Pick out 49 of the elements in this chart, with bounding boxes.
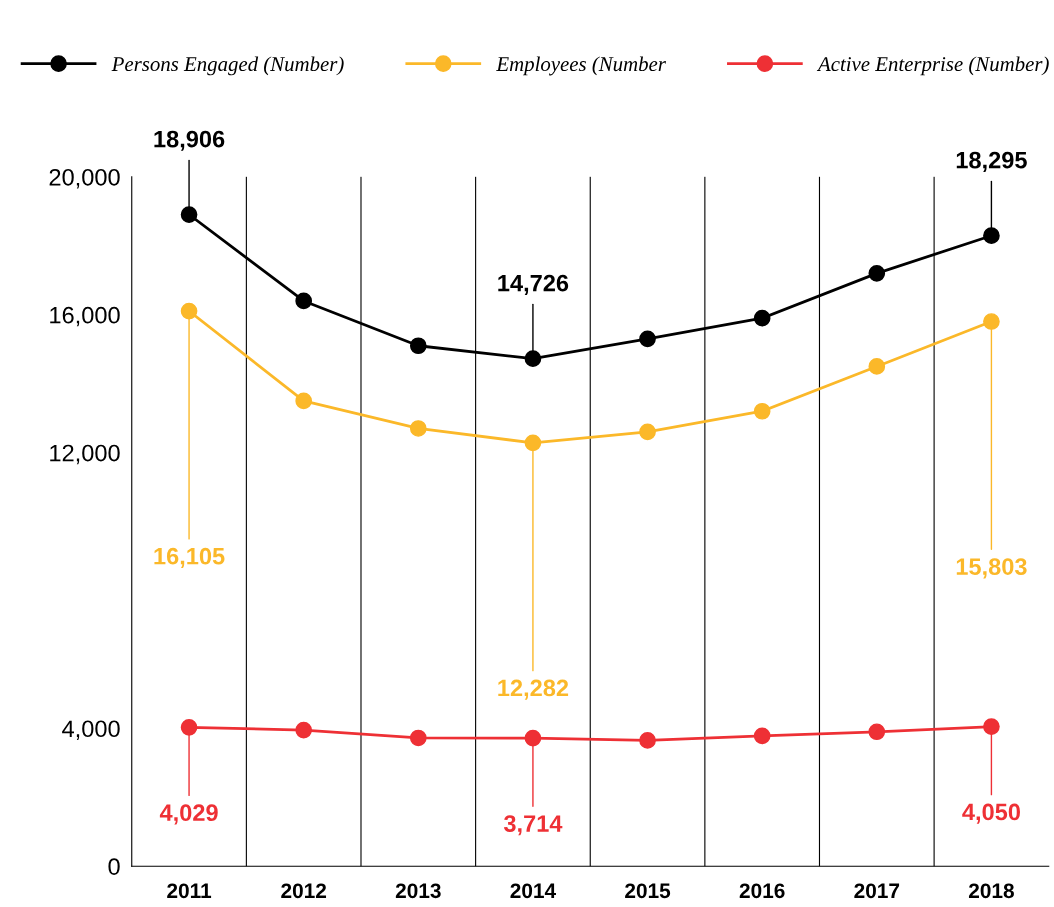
point bbox=[983, 718, 1000, 735]
x-tick-label: 2016 bbox=[739, 883, 785, 899]
x-tick-label: 2014 bbox=[510, 883, 556, 899]
y-tick-label: 12,000 bbox=[50, 444, 120, 465]
point bbox=[983, 313, 1000, 330]
point bbox=[524, 434, 542, 452]
point bbox=[409, 729, 427, 747]
y-tick-label: 0 bbox=[108, 858, 120, 875]
point bbox=[753, 402, 771, 420]
point bbox=[180, 206, 198, 223]
data-label: 18,295 bbox=[956, 151, 1027, 172]
data-label: 16,105 bbox=[154, 547, 225, 568]
data-label: 15,803 bbox=[956, 558, 1027, 579]
y-tick-label: 16,000 bbox=[50, 306, 120, 327]
data-label: 3,714 bbox=[503, 815, 563, 836]
point bbox=[983, 227, 1000, 244]
point bbox=[639, 330, 656, 348]
point bbox=[524, 729, 542, 747]
x-tick-label: 2012 bbox=[281, 883, 327, 899]
point bbox=[868, 265, 886, 282]
legend-label: Active Enterprise (Number) bbox=[816, 56, 1049, 76]
point bbox=[753, 309, 771, 327]
data-label: 14,726 bbox=[498, 274, 569, 295]
point bbox=[639, 732, 656, 749]
x-tick-label: 2017 bbox=[854, 883, 900, 899]
y-tick-label: 20,000 bbox=[49, 168, 120, 189]
legend-label: Employees (Number bbox=[496, 56, 666, 76]
point bbox=[868, 723, 886, 741]
data-label: 4,029 bbox=[159, 804, 218, 825]
point bbox=[295, 721, 313, 739]
point bbox=[180, 718, 198, 736]
x-tick-label: 2018 bbox=[968, 883, 1014, 899]
x-tick-label: 2011 bbox=[167, 883, 212, 899]
point bbox=[409, 337, 427, 355]
data-label: 18,906 bbox=[154, 130, 225, 151]
point bbox=[524, 350, 542, 367]
x-tick-label: 2015 bbox=[625, 883, 671, 899]
point bbox=[868, 358, 886, 375]
point bbox=[639, 423, 656, 441]
x-tick-label: 2013 bbox=[395, 883, 441, 899]
point bbox=[409, 420, 427, 437]
data-label: 12,282 bbox=[498, 679, 569, 700]
point bbox=[180, 302, 198, 320]
point bbox=[753, 727, 771, 745]
point bbox=[295, 392, 313, 410]
legend-label: Persons Engaged (Number) bbox=[111, 56, 344, 76]
y-tick-label: 4,000 bbox=[62, 720, 120, 740]
point bbox=[295, 292, 313, 310]
data-label: 4,050 bbox=[962, 803, 1020, 824]
